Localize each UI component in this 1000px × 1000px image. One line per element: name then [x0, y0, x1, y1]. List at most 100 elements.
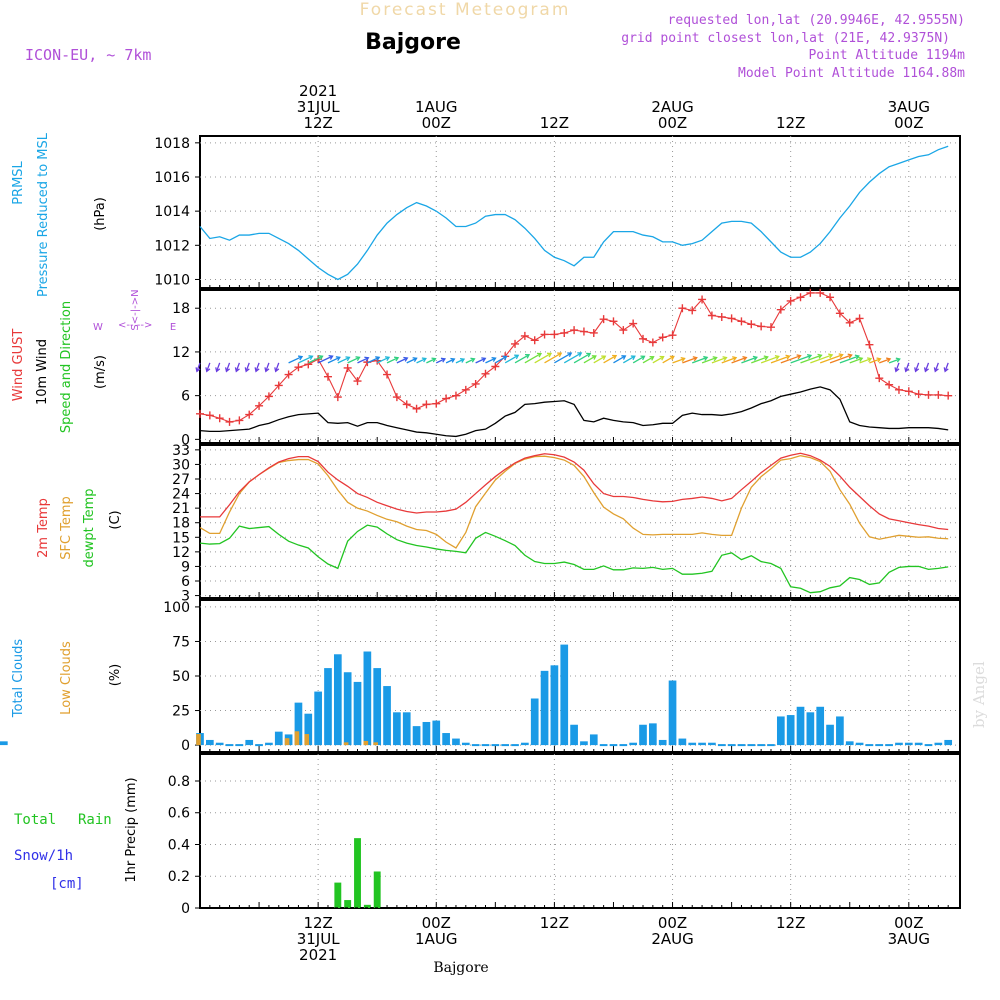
- total-cloud-bar: [235, 744, 244, 747]
- wind-direction-arrow: [780, 355, 801, 364]
- wind-direction-arrowhead: [297, 355, 304, 361]
- wind-direction-arrowhead: [923, 367, 929, 373]
- total-cloud-bar: [215, 742, 224, 746]
- wind-direction-arrowhead: [459, 357, 466, 363]
- wind-direction-arrowhead: [894, 367, 900, 373]
- gust-marker: [875, 374, 884, 383]
- total-cloud-bar: [225, 744, 234, 747]
- total-cloud-bar: [727, 744, 736, 747]
- wind-direction-arrowhead: [274, 367, 280, 373]
- wind-direction-arrow: [869, 358, 881, 364]
- pressure-unit: (hPa): [93, 197, 108, 231]
- wind-direction-arrowhead: [224, 367, 231, 373]
- wind-direction-arrow: [632, 355, 645, 364]
- total-cloud-bar: [836, 716, 844, 746]
- gust-marker: [816, 288, 825, 297]
- total-cloud-bar: [353, 681, 362, 746]
- wind-direction-arrowhead: [876, 357, 882, 363]
- wind-direction-arrow: [524, 353, 542, 364]
- precip-ytick-label: 0.4: [168, 837, 190, 853]
- pressure-label-msl: Pressure Reduced to MSL: [36, 132, 51, 297]
- wind-direction-arrow: [790, 354, 812, 364]
- wind-direction-arrowhead: [796, 354, 802, 360]
- gust-marker: [845, 318, 854, 327]
- wind-direction-arrow: [376, 356, 390, 364]
- wind-direction-arrow: [554, 352, 572, 364]
- gust-marker: [343, 363, 352, 372]
- total-cloud-bar: [747, 744, 756, 747]
- gust-marker: [885, 380, 894, 389]
- wind-direction-arrowhead: [828, 353, 834, 359]
- wind-direction-arrow: [347, 356, 360, 364]
- total-cloud-bar: [944, 739, 953, 746]
- temp-ytick-label: 15: [172, 530, 190, 546]
- wind-direction-arrow: [475, 357, 486, 364]
- wind-gust-label: Wind GUST: [11, 329, 26, 402]
- wind-direction-arrowhead: [817, 353, 823, 359]
- low-cloud-bar: [294, 731, 300, 746]
- wind-direction-arrowhead: [431, 357, 437, 363]
- total-cloud-bar: [934, 742, 943, 746]
- total-cloud-bar: [393, 712, 401, 746]
- wind-direction-arrow: [514, 354, 530, 364]
- total-cloud-bar: [422, 721, 431, 746]
- total-cloud-bar: [530, 698, 539, 746]
- total-cloud-bar: [845, 741, 854, 746]
- wind-direction-arrow: [406, 357, 417, 364]
- wind-direction-arrowhead: [355, 356, 361, 362]
- gust-marker: [865, 340, 874, 349]
- total-cloud-bar: [471, 744, 480, 747]
- wind-direction-arrowhead: [732, 356, 738, 362]
- wind-direction-arrowhead: [345, 356, 351, 362]
- total-cloud-bar: [333, 654, 342, 746]
- total-cloud-bar: [274, 731, 283, 746]
- wind-direction-arrowhead: [866, 357, 873, 363]
- temp-ytick-label: 9: [181, 559, 190, 575]
- gust-marker: [835, 309, 844, 318]
- gust-marker: [205, 411, 214, 420]
- wind-direction-arrow: [426, 358, 436, 364]
- temp-ytick-label: 21: [172, 501, 190, 517]
- wind-direction-arrowhead: [470, 357, 476, 363]
- wind-direction-arrowhead: [567, 352, 573, 357]
- low-cloud-bar: [343, 742, 349, 746]
- total-cloud-bar: [511, 744, 519, 747]
- gust-marker: [432, 399, 441, 408]
- gust-marker: [757, 322, 766, 331]
- wind-direction-arrow: [652, 356, 664, 364]
- precip-legend-rain: Rain: [78, 812, 112, 828]
- gust-marker: [589, 328, 598, 337]
- total-cloud-bar: [924, 744, 933, 747]
- gust-marker: [747, 320, 756, 329]
- wind-direction-arrowhead: [669, 355, 675, 361]
- temp-dewpt-label: dewpt Temp: [82, 488, 97, 567]
- wind-direction-arrowhead: [703, 355, 709, 361]
- wind-direction-arrowhead: [328, 354, 334, 360]
- wind-direction-arrowhead: [806, 353, 813, 360]
- clouds-ytick-label: 0: [181, 738, 190, 754]
- wind-direction-arrowhead: [712, 356, 718, 362]
- wind-direction-arrow: [682, 357, 697, 364]
- wind-direction-arrow: [603, 355, 617, 364]
- info-point-altitude: Point Altitude 1194m: [808, 48, 965, 63]
- total-cloud-bar: [796, 706, 805, 746]
- location-title: Bajgore: [365, 30, 461, 55]
- wind-direction-arrow: [859, 358, 872, 364]
- top-time-label: 12Z: [303, 114, 332, 132]
- gust-marker: [796, 293, 805, 302]
- total-cloud-bar: [717, 744, 726, 747]
- wind-direction-arrowhead: [375, 356, 381, 362]
- rain-bar: [354, 838, 361, 908]
- gust-marker: [826, 293, 835, 302]
- temp-ytick-label: 18: [172, 516, 190, 532]
- wind-direction-arrowhead: [546, 352, 553, 358]
- wind-direction-arrow: [701, 356, 717, 364]
- clouds-ytick-label: 100: [163, 600, 190, 616]
- wind-direction-arrowhead: [318, 355, 324, 360]
- wind-direction-arrowhead: [858, 356, 864, 362]
- gust-marker: [412, 404, 421, 413]
- wind-direction-arrowhead: [364, 356, 370, 362]
- precip-unit: 1hr Precip (mm): [124, 777, 139, 882]
- gust-marker: [944, 391, 953, 400]
- total-cloud-bar: [609, 744, 618, 747]
